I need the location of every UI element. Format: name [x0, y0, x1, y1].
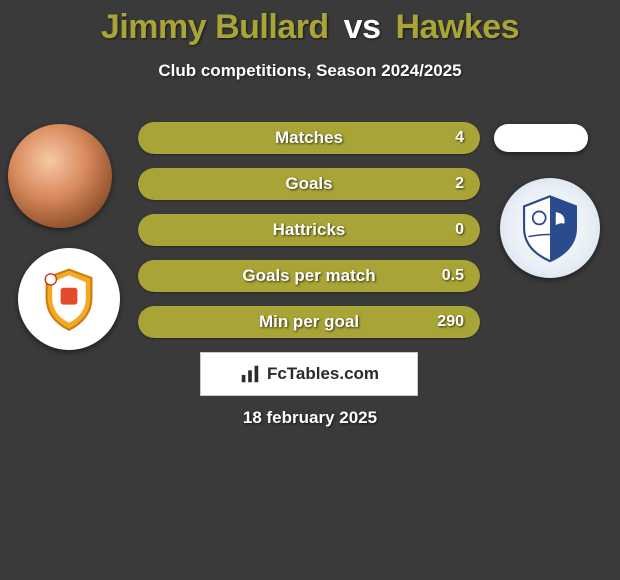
bar-hattricks: Hattricks 0: [138, 214, 480, 246]
bar-min-per-goal: Min per goal 290: [138, 306, 480, 338]
bar-goals: Goals 2: [138, 168, 480, 200]
title-player1: Jimmy Bullard: [101, 8, 329, 46]
player1-avatar: [8, 124, 112, 228]
bar-label: Goals per match: [138, 260, 480, 292]
crest-icon: [514, 192, 586, 264]
bar-value: 290: [437, 306, 464, 338]
bar-value: 4: [455, 122, 464, 154]
bar-goals-per-match: Goals per match 0.5: [138, 260, 480, 292]
brand-box: FcTables.com: [200, 352, 418, 396]
player1-club-badge: [18, 248, 120, 350]
subtitle: Club competitions, Season 2024/2025: [0, 61, 620, 81]
bar-label: Goals: [138, 168, 480, 200]
stats-bars: Matches 4 Goals 2 Hattricks 0 Goals per …: [138, 122, 480, 352]
page-title: Jimmy Bullard vs Hawkes: [0, 0, 620, 47]
date-text: 18 february 2025: [0, 408, 620, 428]
player2-avatar: [494, 124, 588, 152]
chart-icon: [239, 363, 261, 385]
shield-icon: [34, 264, 104, 334]
bar-label: Hattricks: [138, 214, 480, 246]
brand-text: FcTables.com: [267, 364, 379, 384]
player2-club-badge: [500, 178, 600, 278]
bar-value: 0: [455, 214, 464, 246]
title-player2: Hawkes: [395, 8, 519, 46]
bar-matches: Matches 4: [138, 122, 480, 154]
title-vs: vs: [344, 8, 381, 46]
bar-label: Min per goal: [138, 306, 480, 338]
bar-label: Matches: [138, 122, 480, 154]
bar-value: 2: [455, 168, 464, 200]
bar-value: 0.5: [442, 260, 464, 292]
